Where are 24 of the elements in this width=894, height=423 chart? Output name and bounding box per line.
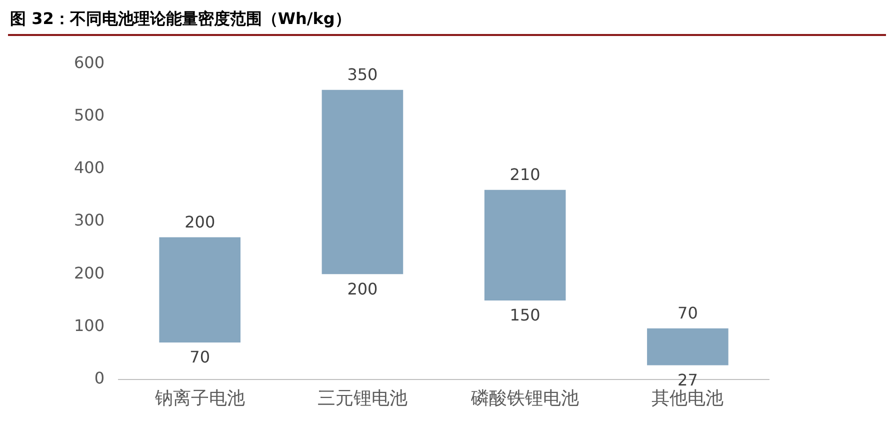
bar [159,237,240,343]
x-tick-label: 钠离子电池 [154,388,245,409]
data-label: 350 [347,65,378,84]
bar [484,190,566,300]
chart-title: 图 32：不同电池理论能量密度范围（Wh/kg） [8,6,886,36]
data-label: 200 [184,212,216,232]
y-tick-label: 100 [74,316,105,335]
annotation: 27 [678,370,698,390]
y-tick-label: 200 [74,263,105,282]
annotation: 70 [190,348,210,367]
annotation: 200 [347,279,378,298]
x-tick-label: 其他电池 [652,388,724,409]
bar [647,328,728,366]
y-tick-label: 500 [74,105,105,124]
data-label: 70 [678,304,698,322]
x-tick-label: 三元锂电池 [317,388,408,409]
data-label: 210 [510,165,540,184]
y-tick-label: 400 [74,158,105,178]
y-tick-label: 0 [94,368,105,388]
x-tick-label: 磷酸铁锂电池 [470,388,580,409]
bar [322,90,404,274]
y-tick-label: 600 [74,52,105,72]
y-tick-label: 300 [74,210,105,230]
annotation: 150 [510,306,540,325]
